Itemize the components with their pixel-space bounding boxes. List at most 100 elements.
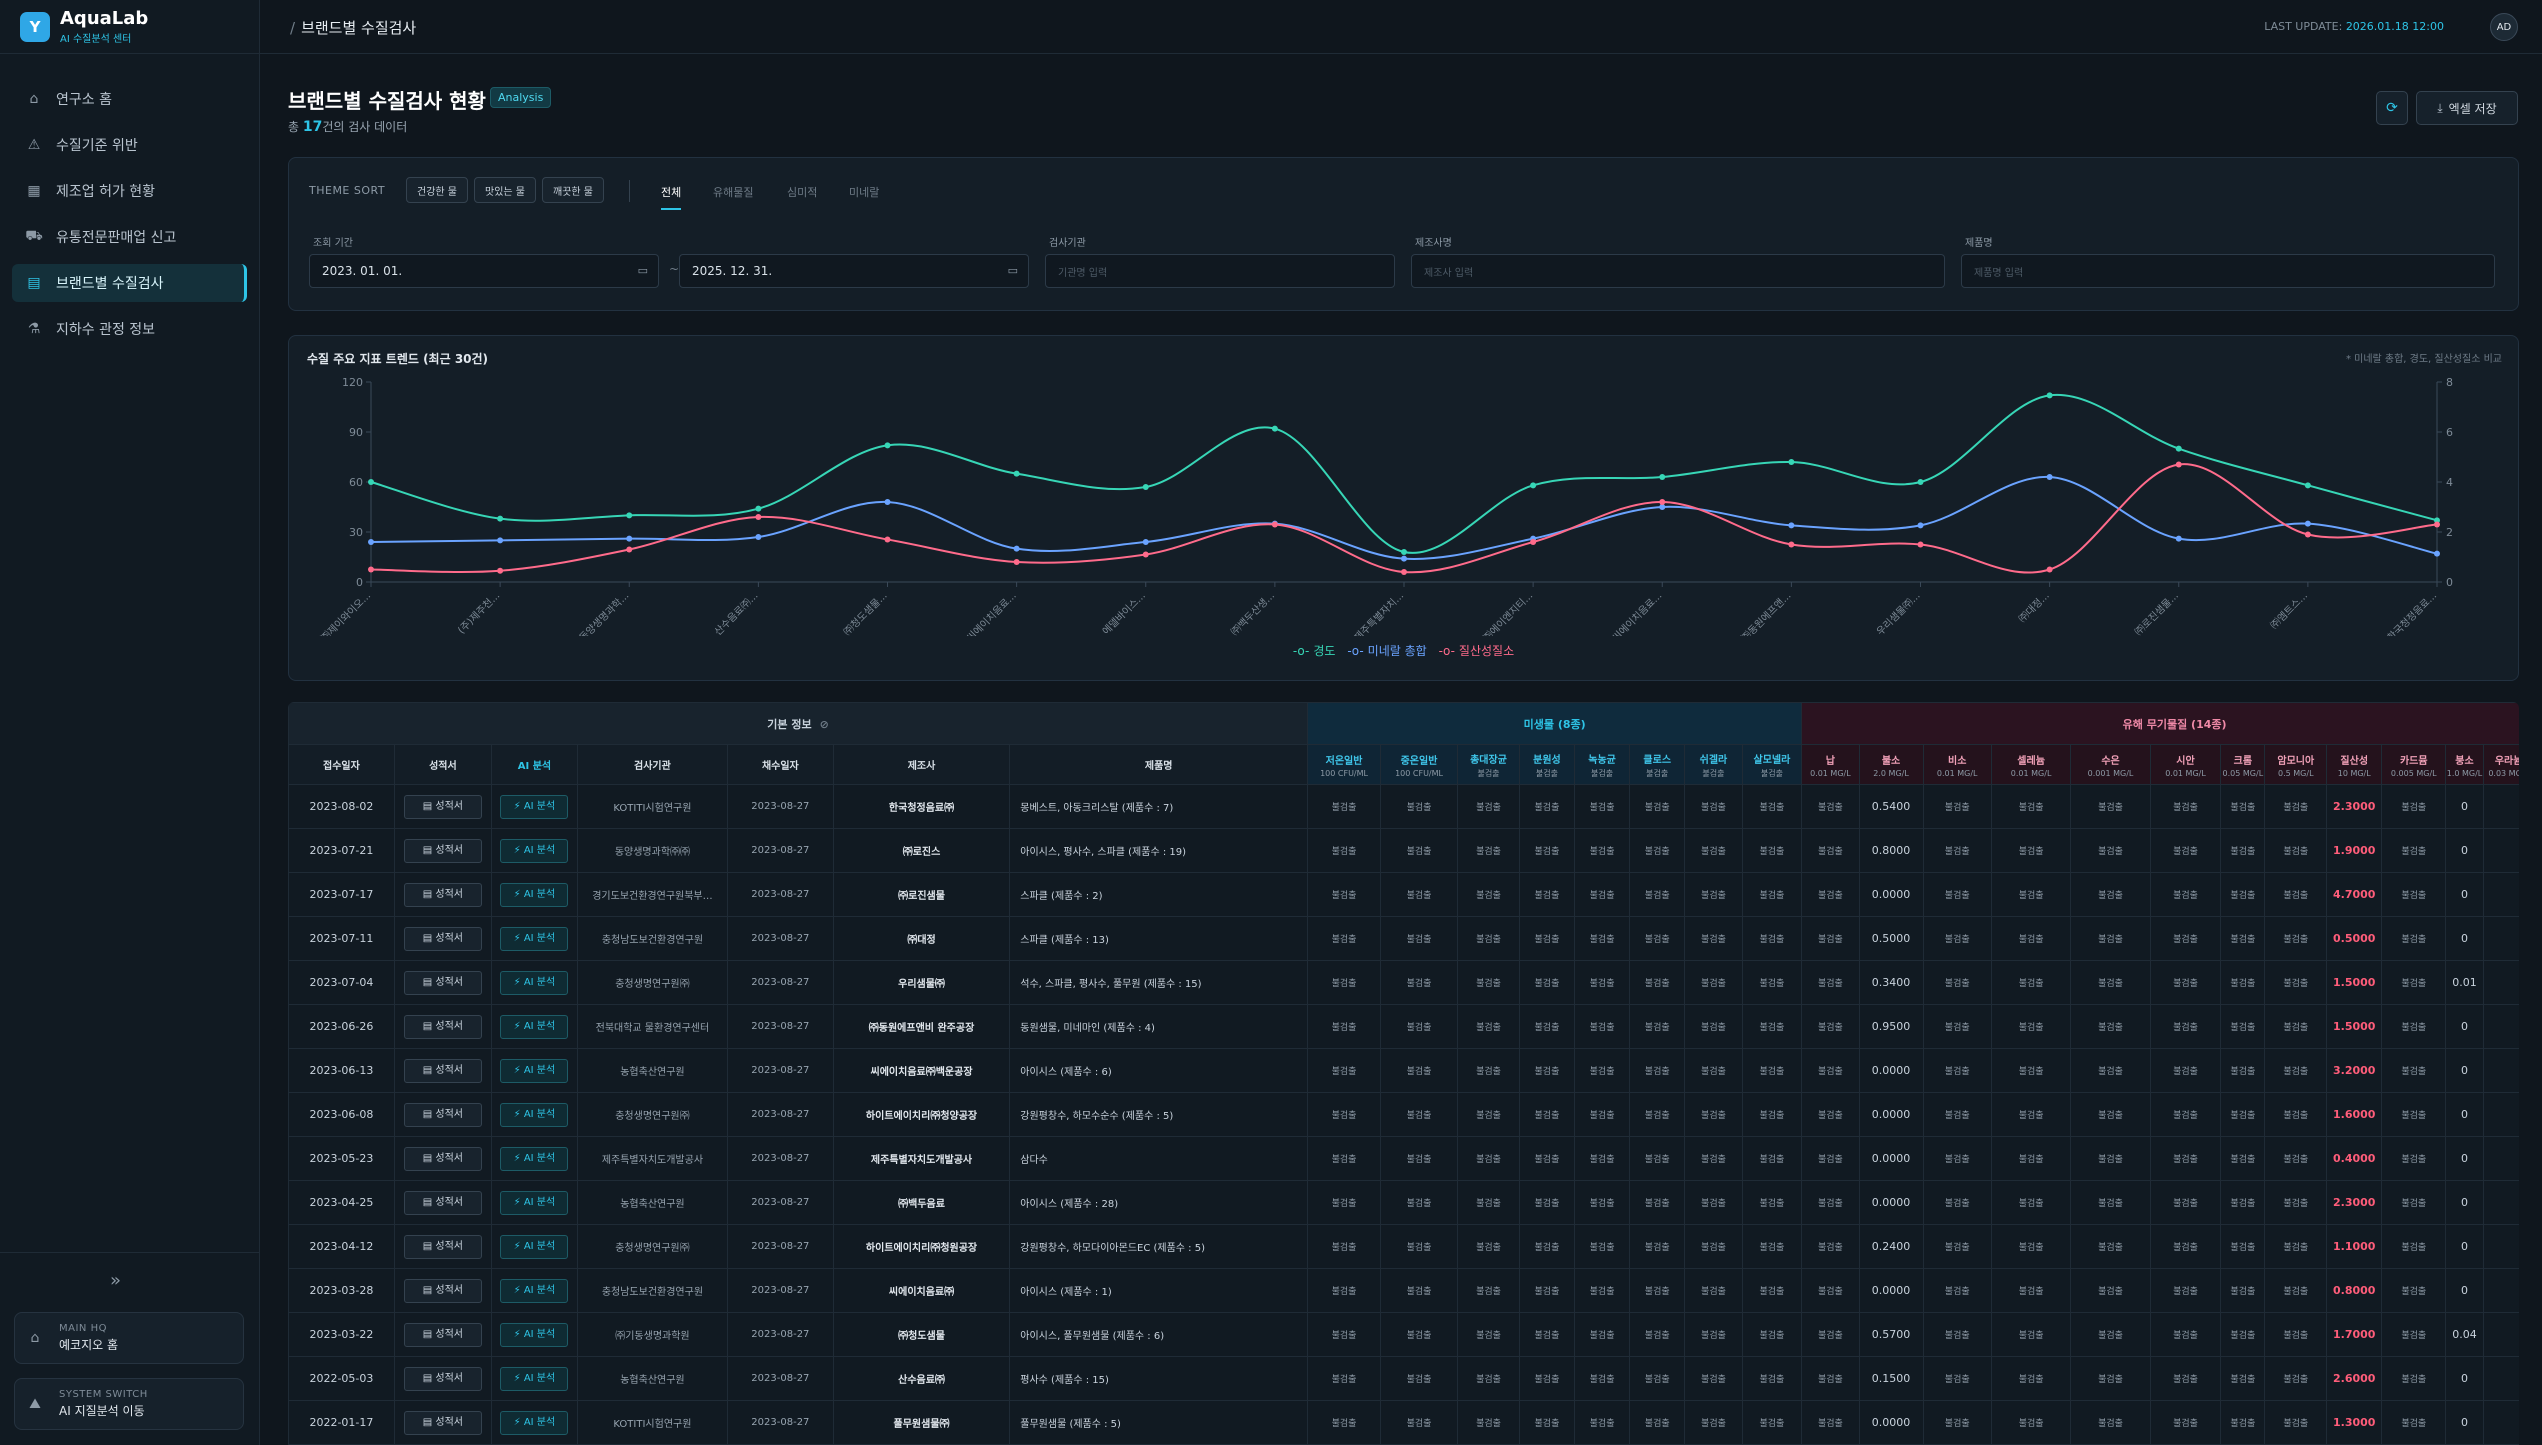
- data-point[interactable]: [1401, 569, 1407, 575]
- column-header[interactable]: 수은 0.001 MG/L: [2070, 744, 2151, 785]
- data-point[interactable]: [497, 537, 504, 544]
- brand[interactable]: Y AquaLab AI 수질분석 센터: [0, 0, 259, 54]
- data-point[interactable]: [2046, 392, 2053, 399]
- table-row[interactable]: 2023-08-02 ▤ 성적서 ⚡ AI 분석 KOTITI시험연구원 2023-08…: [288, 784, 2519, 829]
- column-header[interactable]: 중온일반 100 CFU/ML: [1379, 744, 1459, 785]
- data-point[interactable]: [1917, 522, 1924, 529]
- data-point[interactable]: [2175, 445, 2182, 452]
- data-point[interactable]: [497, 515, 504, 522]
- sidebar-item-1[interactable]: ⚠ 수질기준 위반: [12, 126, 247, 164]
- data-point[interactable]: [2046, 474, 2053, 480]
- data-point[interactable]: [1142, 539, 1149, 545]
- report-button[interactable]: ▤ 성적서: [403, 1014, 482, 1039]
- maker-input[interactable]: 제조사 입력: [1411, 254, 1945, 288]
- ai-analysis-button[interactable]: ⚡ AI 분석: [500, 1410, 569, 1435]
- refresh-button[interactable]: ⟳: [2376, 91, 2408, 125]
- data-point[interactable]: [1788, 541, 1795, 548]
- data-point[interactable]: [884, 499, 891, 505]
- data-point[interactable]: [2046, 566, 2053, 573]
- data-point[interactable]: [1013, 545, 1020, 552]
- column-header[interactable]: AI 분석: [490, 744, 578, 785]
- data-point[interactable]: [1142, 484, 1149, 490]
- data-point[interactable]: [1659, 474, 1666, 480]
- column-header[interactable]: 채수일자: [726, 744, 834, 785]
- collapse-sidebar-icon[interactable]: »: [110, 1270, 122, 1291]
- data-point[interactable]: [1788, 522, 1795, 529]
- ai-analysis-button[interactable]: ⚡ AI 분석: [500, 1014, 569, 1039]
- column-header[interactable]: 녹농균 불검출: [1574, 744, 1631, 785]
- column-header[interactable]: 총대장균 불검출: [1457, 744, 1520, 785]
- report-button[interactable]: ▤ 성적서: [403, 882, 482, 907]
- report-button[interactable]: ▤ 성적서: [403, 1058, 482, 1083]
- table-row[interactable]: 2023-07-11 ▤ 성적서 ⚡ AI 분석 충청남도보건환경연구원 2023-08…: [288, 916, 2519, 961]
- data-point[interactable]: [2304, 531, 2311, 538]
- table-row[interactable]: 2022-01-17 ▤ 성적서 ⚡ AI 분석 KOTITI시험연구원 2023-08…: [288, 1400, 2519, 1445]
- table-row[interactable]: 2023-07-21 ▤ 성적서 ⚡ AI 분석 동양생명과학㈜㈜ 2023-08-27…: [288, 828, 2519, 873]
- column-header[interactable]: 접수일자: [288, 744, 395, 785]
- ai-analysis-button[interactable]: ⚡ AI 분석: [500, 1146, 569, 1171]
- report-button[interactable]: ▤ 성적서: [403, 1410, 482, 1435]
- ai-analysis-button[interactable]: ⚡ AI 분석: [500, 1058, 569, 1083]
- table-row[interactable]: 2023-05-23 ▤ 성적서 ⚡ AI 분석 제주특별자치도개발공사 2023-08…: [288, 1136, 2519, 1181]
- column-header[interactable]: 저온일반 100 CFU/ML: [1307, 744, 1381, 785]
- inspection-table-wrapper[interactable]: 기본 정보 ⊘ 미생물 (8종) 유해 무기물질 (14종) 접수일자 성적서 AI 분석…: [288, 702, 2519, 1445]
- calendar-icon[interactable]: ▭: [1007, 264, 1018, 277]
- theme-tasty-button[interactable]: 맛있는 물: [474, 177, 536, 203]
- avatar[interactable]: AD: [2490, 13, 2518, 41]
- table-row[interactable]: 2022-05-03 ▤ 성적서 ⚡ AI 분석 농협축산연구원 2023-08-27 산…: [288, 1356, 2519, 1401]
- report-button[interactable]: ▤ 성적서: [403, 1102, 482, 1127]
- legend-item[interactable]: -o- 미네랄 총합: [1347, 644, 1426, 658]
- data-point[interactable]: [368, 566, 374, 573]
- system-switch-card[interactable]: ⛰ SYSTEM SWITCH AI 지질분석 이동: [14, 1378, 244, 1430]
- ai-analysis-button[interactable]: ⚡ AI 분석: [500, 1234, 569, 1259]
- table-row[interactable]: 2023-03-28 ▤ 성적서 ⚡ AI 분석 충청남도보건환경연구원 2023-08…: [288, 1268, 2519, 1313]
- data-point[interactable]: [1013, 470, 1020, 477]
- data-point[interactable]: [1401, 555, 1407, 562]
- tab-hazardous[interactable]: 유해물질: [713, 186, 754, 199]
- data-point[interactable]: [755, 534, 762, 540]
- date-to-input[interactable]: 2025. 12. 31. ▭: [679, 254, 1029, 288]
- data-point[interactable]: [626, 535, 633, 542]
- table-row[interactable]: 2023-03-22 ▤ 성적서 ⚡ AI 분석 ㈜기동생명과학원 2023-08-27…: [288, 1312, 2519, 1357]
- data-point[interactable]: [1271, 521, 1278, 528]
- product-input[interactable]: 제품명 입력: [1961, 254, 2495, 288]
- tab-mineral[interactable]: 미네랄: [849, 186, 880, 199]
- data-point[interactable]: [1530, 482, 1537, 489]
- data-point[interactable]: [884, 442, 891, 449]
- column-header[interactable]: 붕소 1.0 MG/L: [2445, 744, 2484, 785]
- data-point[interactable]: [368, 539, 374, 545]
- table-row[interactable]: 2023-06-13 ▤ 성적서 ⚡ AI 분석 농협축산연구원 2023-08-27 씨…: [288, 1048, 2519, 1093]
- column-header[interactable]: 불소 2.0 MG/L: [1858, 744, 1924, 785]
- column-header[interactable]: 성적서: [393, 744, 492, 785]
- report-button[interactable]: ▤ 성적서: [403, 1190, 482, 1215]
- sidebar-item-4[interactable]: ▤ 브랜드별 수질검사: [12, 264, 247, 302]
- tab-aesthetic[interactable]: 심미적: [787, 186, 818, 199]
- data-point[interactable]: [2434, 517, 2440, 524]
- main-hq-card[interactable]: ⌂ MAIN HQ 예코지오 홈: [14, 1312, 244, 1364]
- column-header[interactable]: 시안 0.01 MG/L: [2149, 744, 2222, 785]
- column-header[interactable]: 우라늄0.03 MG/L: [2482, 744, 2519, 785]
- column-header[interactable]: 제조사: [832, 744, 1011, 785]
- ai-analysis-button[interactable]: ⚡ AI 분석: [500, 1190, 569, 1215]
- ai-analysis-button[interactable]: ⚡ AI 분석: [500, 838, 569, 863]
- data-point[interactable]: [2434, 521, 2440, 528]
- data-point[interactable]: [1142, 551, 1149, 558]
- eye-off-icon[interactable]: ⊘: [819, 717, 829, 731]
- data-point[interactable]: [1659, 504, 1666, 510]
- sidebar-item-0[interactable]: ⌂ 연구소 홈: [12, 80, 247, 118]
- data-point[interactable]: [2434, 550, 2440, 557]
- report-button[interactable]: ▤ 성적서: [403, 926, 482, 951]
- theme-healthy-button[interactable]: 건강한 물: [406, 177, 468, 203]
- column-header[interactable]: 비소 0.01 MG/L: [1922, 744, 1992, 785]
- report-button[interactable]: ▤ 성적서: [403, 1366, 482, 1391]
- data-point[interactable]: [1530, 539, 1537, 545]
- data-point[interactable]: [884, 536, 891, 543]
- table-row[interactable]: 2023-06-08 ▤ 성적서 ⚡ AI 분석 충청생명연구원㈜ 2023-08-27…: [288, 1092, 2519, 1137]
- sidebar-item-5[interactable]: ⚗ 지하수 관정 정보: [12, 310, 247, 348]
- excel-save-button[interactable]: ⤓ 엑셀 저장: [2416, 91, 2518, 125]
- data-point[interactable]: [368, 479, 374, 485]
- column-header[interactable]: 클로스 불검출: [1629, 744, 1686, 785]
- data-point[interactable]: [497, 567, 504, 574]
- column-header[interactable]: 살모넬라 불검출: [1741, 744, 1803, 785]
- column-header[interactable]: 카드뮴 0.005 MG/L: [2381, 744, 2447, 785]
